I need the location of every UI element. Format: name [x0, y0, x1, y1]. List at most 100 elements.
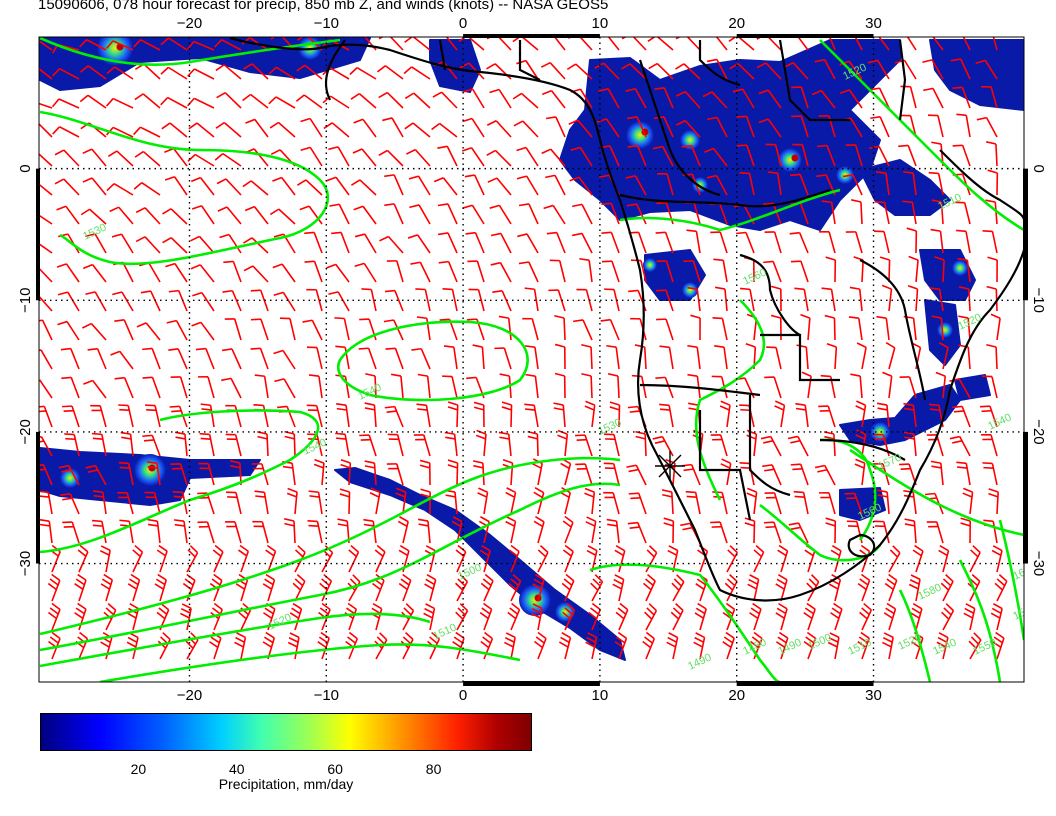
wind-barb [882, 371, 893, 399]
wind-barb [789, 231, 809, 254]
frame-bar-top [736, 34, 874, 38]
wind-barb [675, 63, 701, 80]
wind-barb [119, 519, 134, 544]
wind-barb [398, 573, 412, 602]
wind-barb [472, 460, 485, 486]
wind-barb [857, 631, 870, 660]
wind-barb [100, 573, 114, 602]
coastline [229, 37, 1024, 602]
wind-barb [39, 214, 53, 225]
wind-barb [952, 144, 971, 167]
wind-barb [706, 174, 728, 196]
wind-barb [82, 322, 107, 341]
wind-barb [502, 458, 514, 486]
height-contour [589, 563, 781, 682]
wind-barb [133, 181, 161, 196]
wind-barb [467, 260, 485, 283]
wind-barb [885, 341, 896, 370]
wind-barb [386, 260, 404, 283]
colorbar-tick-label: 40 [229, 761, 245, 777]
wind-barb [82, 148, 107, 167]
wind-barb [932, 37, 944, 51]
wind-barb [238, 602, 252, 631]
wind-barb [533, 515, 545, 544]
wind-barb [52, 126, 80, 138]
wind-barb [516, 146, 539, 167]
wind-barb [85, 291, 107, 312]
wind-barb [714, 345, 728, 370]
wind-barb [106, 66, 134, 80]
wind-barb [339, 488, 351, 515]
wind-barb [458, 37, 485, 51]
wind-barb [39, 319, 53, 341]
wind-barb [739, 287, 755, 312]
wind-barb [747, 574, 760, 602]
wind-barb [370, 602, 383, 631]
frame-bar-right [1023, 431, 1028, 564]
wind-barb [168, 348, 188, 370]
wind-barb [987, 169, 999, 196]
wind-barb [615, 602, 629, 631]
wind-barb [588, 602, 602, 631]
station-marker-icon [655, 451, 685, 481]
wind-barb [340, 459, 352, 486]
wind-barb [62, 405, 80, 428]
wind-barb [404, 122, 431, 138]
wind-barb [82, 263, 107, 283]
wind-barb [79, 94, 107, 109]
wind-barb [378, 149, 404, 167]
precip-area [919, 249, 976, 301]
wind-barb [596, 37, 620, 51]
wind-barb [313, 458, 325, 486]
wind-barb [156, 544, 168, 573]
wind-barb [354, 262, 377, 283]
wind-barb [79, 65, 107, 80]
wind-barb [279, 317, 296, 341]
precip-cell [870, 422, 890, 442]
wind-barb [190, 176, 215, 196]
wind-barb [378, 91, 404, 109]
wind-barb [873, 520, 890, 544]
precip-core [791, 154, 799, 162]
wind-barb [854, 37, 863, 51]
wind-barb [606, 518, 620, 544]
wind-barb [105, 40, 134, 51]
wind-barb [318, 602, 331, 631]
wind-barb [462, 88, 485, 109]
wind-barb [960, 517, 972, 544]
wind-barb [92, 490, 107, 515]
wind-barb [173, 519, 188, 544]
wind-barb [612, 574, 625, 602]
wind-barb [600, 318, 620, 341]
wind-barb [223, 260, 242, 283]
wind-barb [284, 518, 296, 544]
wind-barb [490, 261, 512, 283]
precip-cell [937, 322, 953, 338]
wind-barb [417, 373, 431, 399]
wind-barb [562, 602, 576, 631]
wind-barb [60, 347, 80, 370]
wind-barb [712, 491, 728, 515]
wind-barb [395, 487, 407, 515]
wind-barb [988, 488, 999, 515]
wind-barb [795, 402, 809, 428]
height-contour [998, 519, 1024, 641]
wind-barb [284, 430, 296, 457]
wind-barb [830, 602, 843, 631]
wind-barb [963, 603, 976, 631]
wind-barb [800, 313, 811, 341]
frame-bar-top [463, 34, 600, 38]
wind-barb [90, 404, 107, 428]
lon-label-top: −20 [177, 15, 202, 32]
wind-barb [166, 319, 188, 341]
wind-barb [524, 287, 539, 312]
wind-barb [415, 288, 431, 312]
wind-barb [570, 146, 593, 167]
wind-barb [803, 631, 817, 660]
wind-barb [397, 516, 409, 544]
wind-barb [801, 371, 812, 399]
wind-barb [160, 37, 188, 51]
wind-barb [135, 207, 161, 225]
wind-barb [956, 229, 971, 254]
